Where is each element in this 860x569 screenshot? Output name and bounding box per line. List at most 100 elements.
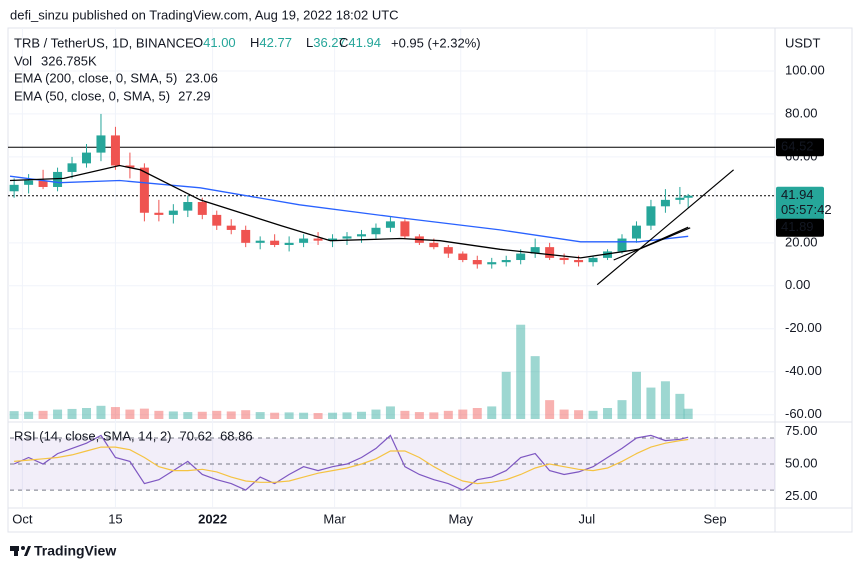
volume-value: 326.785K bbox=[41, 53, 97, 68]
candle-body bbox=[212, 214, 222, 226]
volume-bar bbox=[328, 412, 338, 419]
publish-header: defi_sinzu published on TradingView.com,… bbox=[10, 7, 399, 22]
volume-bar bbox=[342, 412, 352, 419]
rsi-legend-value: 70.62 bbox=[180, 428, 213, 443]
volume-bar bbox=[183, 412, 193, 419]
candle-body bbox=[154, 212, 164, 215]
volume-bar bbox=[429, 412, 439, 419]
candle-body bbox=[356, 234, 366, 237]
y-tick-label: 0.00 bbox=[785, 277, 810, 292]
legend-entry: EMA (50, close, 0, SMA, 5) bbox=[14, 88, 170, 103]
volume-bar bbox=[241, 410, 251, 419]
ohlc-key: O bbox=[193, 35, 203, 50]
candle-body bbox=[139, 167, 149, 213]
volume-bar bbox=[443, 410, 453, 419]
volume-bar bbox=[154, 410, 164, 419]
x-tick-label: 2022 bbox=[198, 511, 227, 526]
candle-body bbox=[429, 242, 439, 248]
candle-body bbox=[385, 221, 395, 228]
candle-body bbox=[574, 260, 584, 263]
x-tick-label: 15 bbox=[108, 511, 122, 526]
ohlc-key: H bbox=[250, 35, 259, 50]
volume-bar bbox=[197, 411, 207, 419]
candle-body bbox=[328, 238, 338, 241]
change: +0.95 (+2.32%) bbox=[391, 35, 481, 50]
volume-bar bbox=[683, 408, 693, 419]
candle-body bbox=[443, 247, 453, 254]
volume-bar bbox=[24, 411, 34, 419]
volume-bar bbox=[458, 409, 468, 419]
volume-bar bbox=[516, 324, 526, 419]
grid bbox=[8, 28, 775, 507]
volume-bar bbox=[559, 409, 569, 419]
candle-body bbox=[683, 195, 693, 198]
candle-body bbox=[241, 229, 251, 243]
ohlc-number: 41.00 bbox=[203, 35, 236, 50]
candle-body bbox=[183, 202, 193, 211]
y-tick-label: -40.00 bbox=[785, 363, 822, 378]
y-tick-label: -20.00 bbox=[785, 320, 822, 335]
legend-entry: EMA (200, close, 0, SMA, 5) bbox=[14, 70, 177, 85]
candle-body bbox=[96, 135, 106, 153]
y-tick-label: 20.00 bbox=[785, 234, 818, 249]
candle-body bbox=[38, 180, 48, 187]
candle-body bbox=[458, 253, 468, 261]
candle-body bbox=[67, 163, 77, 172]
candle-body bbox=[197, 202, 207, 215]
symbol-title: TRB / TetherUS, 1D, BINANCE bbox=[14, 35, 194, 50]
volume-bar bbox=[472, 408, 482, 419]
volume-bar bbox=[660, 381, 670, 419]
candle-body bbox=[559, 257, 569, 261]
y-tick-label: 80.00 bbox=[785, 105, 818, 120]
volume-bar bbox=[400, 410, 410, 419]
candle-body bbox=[342, 236, 352, 239]
volume-bar bbox=[545, 400, 555, 419]
volume-bar bbox=[501, 371, 511, 419]
candle-body bbox=[487, 262, 497, 265]
ohlc-number: 36.27 bbox=[313, 35, 346, 50]
candle-body bbox=[110, 135, 120, 166]
last-price-tag-box bbox=[776, 186, 824, 220]
volume-bar bbox=[9, 411, 19, 419]
ohlc-value: H42.77 bbox=[250, 35, 292, 50]
volume-bar bbox=[631, 371, 641, 419]
last-price-tag: 41.94 bbox=[781, 187, 814, 202]
volume-bar bbox=[67, 408, 77, 419]
hline-tag-box bbox=[776, 138, 824, 157]
volume-label: Vol bbox=[14, 53, 32, 68]
volume-bar bbox=[371, 409, 381, 419]
volume-bar bbox=[574, 410, 584, 419]
volume-bar bbox=[299, 412, 309, 419]
rsi-tick-label: 25.00 bbox=[785, 488, 818, 503]
volume-bar bbox=[212, 410, 222, 419]
footer-brand: TradingView bbox=[34, 543, 116, 559]
x-tick-label: Jul bbox=[579, 511, 596, 526]
hline-tag: 41.89 bbox=[781, 219, 814, 234]
candle-body bbox=[9, 184, 19, 192]
candle-body bbox=[660, 199, 670, 207]
ohlc-number: 42.77 bbox=[259, 35, 292, 50]
volume-bar bbox=[617, 400, 627, 419]
candle-body bbox=[313, 238, 323, 241]
ema-line bbox=[9, 164, 689, 259]
logo-shape bbox=[21, 546, 25, 550]
candle-body bbox=[501, 260, 511, 263]
volume-bar bbox=[588, 410, 598, 419]
rsi-tick-label: 50.00 bbox=[785, 455, 818, 470]
x-tick-label: May bbox=[448, 511, 473, 526]
volume-bar bbox=[675, 393, 685, 419]
candle-body bbox=[125, 165, 135, 168]
rsi-legend-value: 68.86 bbox=[220, 428, 253, 443]
logo-shape bbox=[24, 546, 31, 556]
ohlc-value: O41.00 bbox=[193, 35, 236, 50]
volume-bar bbox=[646, 387, 656, 419]
y-tick-label: 100.00 bbox=[785, 62, 825, 77]
volume-bar bbox=[530, 356, 540, 419]
candle-body bbox=[226, 225, 236, 230]
ohlc-value: C41.94 bbox=[339, 35, 381, 50]
trend-line bbox=[596, 169, 734, 286]
volume-bar bbox=[125, 409, 135, 419]
ohlc-key: C bbox=[339, 35, 348, 50]
x-tick-label: Oct bbox=[12, 511, 33, 526]
